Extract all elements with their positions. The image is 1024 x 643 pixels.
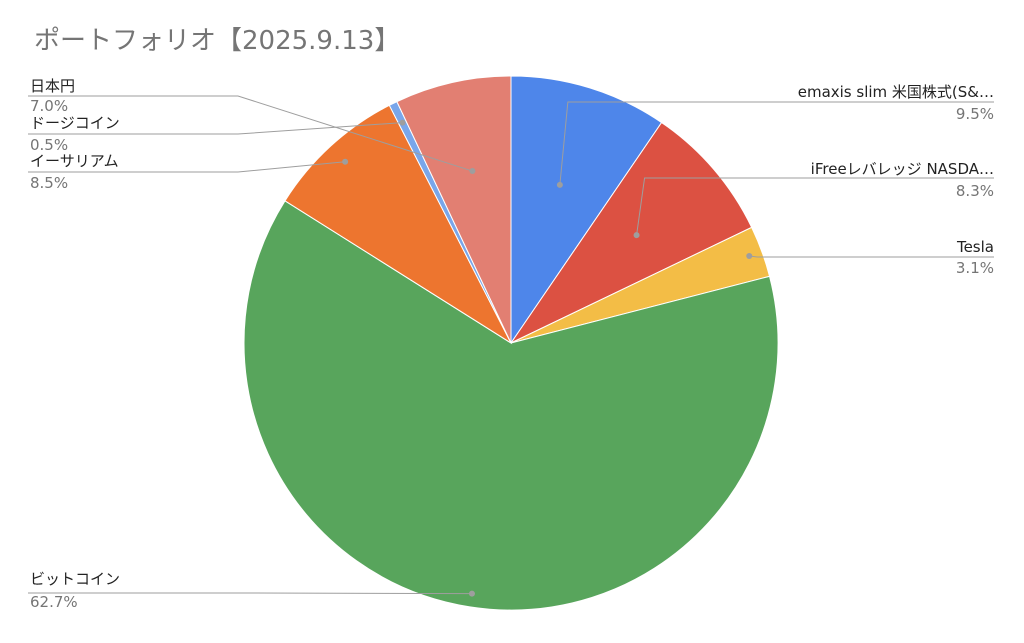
slice-value-label-6: 7.0% — [30, 97, 68, 115]
pie-slice-6 — [396, 75, 512, 344]
slice-label-4: イーサリアム — [30, 152, 119, 170]
leader-dot-6 — [469, 168, 476, 175]
slice-label-1: iFreeレバレッジ NASDA… — [811, 160, 994, 178]
leader-dot-3 — [468, 590, 475, 597]
slice-label-3: ビットコイン — [30, 570, 120, 588]
leader-line-5 — [28, 122, 403, 135]
slice-value-label-1: 8.3% — [956, 182, 994, 200]
slice-value-label-3: 62.7% — [30, 593, 78, 611]
leader-dot-1 — [633, 232, 640, 239]
leader-dot-2 — [746, 252, 753, 259]
leader-line-3 — [28, 592, 472, 595]
slice-value-label-4: 8.5% — [30, 174, 68, 192]
slice-label-6: 日本円 — [30, 77, 75, 95]
slice-value-label-2: 3.1% — [956, 259, 994, 277]
pie-slice-3 — [243, 200, 779, 611]
leader-line-6 — [28, 95, 473, 172]
slice-label-0: emaxis slim 米国株式(S&… — [798, 83, 994, 101]
leader-line-1 — [636, 177, 994, 236]
pie-slice-0 — [510, 75, 663, 345]
slice-value-label-0: 9.5% — [956, 105, 994, 123]
leader-dot-5 — [399, 119, 406, 126]
leader-dot-4 — [342, 158, 349, 165]
slice-label-2: Tesla — [956, 238, 994, 256]
leader-line-0 — [559, 101, 994, 185]
chart-title: ポートフォリオ【2025.9.13】 — [34, 26, 401, 56]
slice-label-5: ドージコイン — [30, 114, 120, 132]
leader-line-4 — [28, 161, 346, 173]
pie-slice-4 — [284, 104, 513, 345]
slice-value-label-5: 0.5% — [30, 136, 68, 154]
leader-line-2 — [749, 255, 994, 258]
leader-dot-0 — [556, 181, 563, 188]
